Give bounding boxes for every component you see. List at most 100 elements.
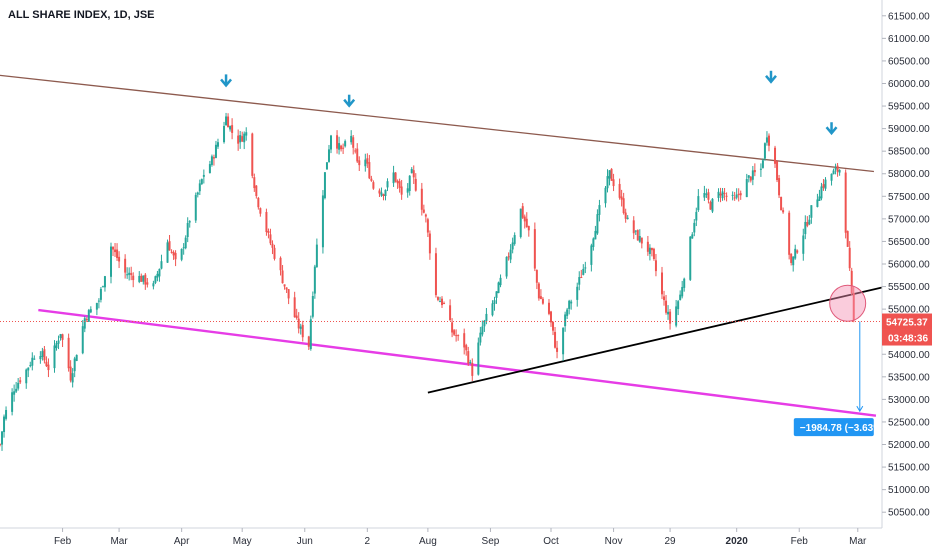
candle-body bbox=[747, 175, 750, 178]
candle-body bbox=[683, 278, 686, 288]
candle-body bbox=[299, 326, 302, 329]
candle-body bbox=[695, 211, 698, 221]
candle-body bbox=[229, 126, 232, 130]
candle-body bbox=[406, 188, 409, 193]
peak-arrow-head bbox=[343, 98, 356, 108]
candle-body bbox=[665, 300, 668, 313]
candle-body bbox=[354, 150, 357, 152]
candle-body bbox=[130, 273, 133, 275]
candle-body bbox=[691, 234, 694, 239]
candle-body bbox=[170, 251, 173, 253]
candle-body bbox=[132, 275, 135, 281]
candle-body bbox=[491, 303, 494, 316]
price-tick-label: 59000.00 bbox=[888, 124, 930, 135]
candle-body bbox=[436, 297, 439, 300]
countdown-box bbox=[882, 329, 932, 346]
candle-body bbox=[245, 132, 248, 136]
candle-body bbox=[267, 231, 270, 234]
candle-body bbox=[315, 244, 318, 268]
candle-body bbox=[259, 208, 262, 214]
price-tick-label: 55500.00 bbox=[888, 282, 930, 293]
price-tick-label: 53000.00 bbox=[888, 395, 930, 406]
candle-body bbox=[776, 161, 779, 181]
candle-body bbox=[1, 431, 4, 445]
candle-body bbox=[103, 276, 106, 288]
candle-body bbox=[848, 247, 851, 269]
candle-body bbox=[493, 300, 496, 304]
candle-body bbox=[681, 287, 684, 297]
candle-body bbox=[41, 351, 44, 357]
candle-body bbox=[507, 256, 510, 258]
candle-body bbox=[323, 172, 326, 199]
time-tick-label: Mar bbox=[849, 536, 867, 547]
candle-body bbox=[832, 170, 835, 175]
peak-arrow-icon bbox=[343, 94, 356, 108]
candle-body bbox=[479, 332, 482, 343]
candle-body bbox=[265, 211, 268, 233]
candle-body bbox=[283, 284, 286, 287]
candle-body bbox=[257, 197, 260, 208]
candle-body bbox=[735, 194, 738, 198]
candle-body bbox=[13, 391, 16, 395]
candle-body bbox=[679, 294, 682, 301]
candle-body bbox=[652, 248, 655, 260]
candle-body bbox=[214, 144, 217, 158]
time-tick-label: 2020 bbox=[726, 536, 749, 547]
candle-body bbox=[519, 208, 522, 237]
candle-body bbox=[792, 256, 795, 266]
candle-body bbox=[584, 267, 587, 269]
candle-body bbox=[552, 321, 555, 331]
trendline-upper-resistance bbox=[0, 74, 874, 173]
candle-body bbox=[465, 345, 468, 351]
candle-body bbox=[73, 358, 76, 372]
candle-body bbox=[71, 373, 74, 383]
candle-body bbox=[608, 170, 611, 179]
candle-body bbox=[243, 133, 246, 143]
candle-body bbox=[0, 444, 1, 446]
candle-body bbox=[184, 237, 187, 249]
candle-body bbox=[342, 147, 345, 149]
candle-body bbox=[358, 160, 361, 166]
candle-body bbox=[83, 318, 86, 329]
candle-body bbox=[834, 168, 837, 170]
candle-body bbox=[321, 195, 324, 248]
candle-body bbox=[160, 261, 163, 269]
price-tick-label: 61000.00 bbox=[888, 34, 930, 45]
candle-body bbox=[759, 168, 762, 170]
time-tick-label: Jun bbox=[297, 536, 313, 547]
candle-body bbox=[43, 349, 46, 361]
candle-body bbox=[227, 116, 230, 128]
price-tick-label: 51500.00 bbox=[888, 463, 930, 474]
candle-body bbox=[850, 270, 853, 293]
price-tick-label: 56500.00 bbox=[888, 237, 930, 248]
candle-body bbox=[604, 187, 607, 204]
candle-body bbox=[172, 251, 175, 256]
measure-label: −1984.78 (−3.63%) bbox=[800, 423, 886, 434]
candle-body bbox=[836, 165, 839, 172]
candle-body bbox=[408, 175, 411, 191]
candle-body bbox=[124, 258, 127, 273]
candle-body bbox=[410, 169, 413, 174]
candle-body bbox=[97, 300, 100, 302]
price-tick-label: 60500.00 bbox=[888, 56, 930, 67]
candle-body bbox=[753, 170, 756, 173]
peak-arrow-head bbox=[825, 126, 838, 136]
time-tick-label: May bbox=[233, 536, 252, 547]
price-tick-label: 58500.00 bbox=[888, 147, 930, 158]
candle-body bbox=[208, 164, 211, 173]
candle-body bbox=[788, 212, 791, 255]
candle-body bbox=[509, 249, 512, 260]
candle-body bbox=[279, 257, 282, 271]
candle-body bbox=[774, 147, 777, 164]
candle-body bbox=[426, 219, 429, 233]
candle-body bbox=[745, 179, 748, 198]
candle-body bbox=[85, 318, 88, 320]
candle-body bbox=[364, 159, 367, 167]
candle-body bbox=[382, 194, 385, 197]
chart-title: ALL SHARE INDEX, 1D, JSE bbox=[8, 9, 155, 21]
candle-body bbox=[33, 358, 36, 360]
candle-body bbox=[25, 369, 28, 384]
candle-body bbox=[384, 189, 387, 197]
candle-body bbox=[255, 185, 258, 197]
